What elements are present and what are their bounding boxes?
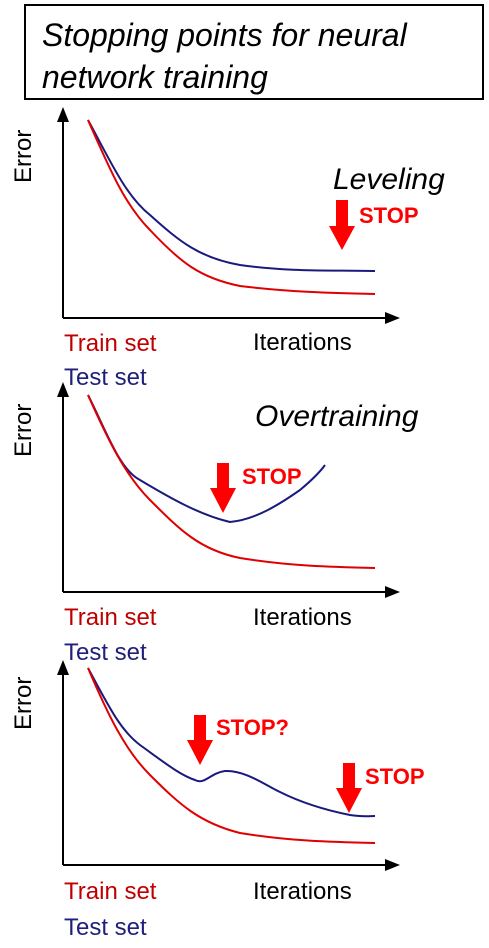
legend-test: Test set <box>64 364 147 391</box>
diagram-title: Stopping points for neural network train… <box>42 17 407 95</box>
stop-label: STOP <box>365 764 425 789</box>
y-axis-label: Error <box>10 129 37 183</box>
stop-arrow <box>210 463 236 513</box>
annotation-leveling: Leveling <box>333 163 445 196</box>
annotation-overtraining: Overtraining <box>255 400 419 433</box>
panel-noisy: Error Iterations Train set Test set STOP… <box>0 655 489 948</box>
y-axis-arrow <box>57 660 69 675</box>
x-axis-arrow <box>385 586 400 598</box>
stop-arrow <box>329 200 355 250</box>
y-axis-arrow <box>57 382 69 397</box>
panel-overtraining-plot <box>57 382 400 598</box>
legend-train: Train set <box>64 878 157 905</box>
test-curve <box>87 667 376 818</box>
x-axis-arrow <box>385 859 400 871</box>
x-axis-label: Iterations <box>253 329 352 356</box>
x-axis-arrow <box>385 312 400 324</box>
train-curve <box>87 394 376 569</box>
x-axis-label: Iterations <box>253 604 352 631</box>
x-axis-label: Iterations <box>253 878 352 905</box>
stop-label: STOP <box>359 203 419 228</box>
panel-leveling: Error Iterations Train set Test set Leve… <box>0 0 489 391</box>
train-curve <box>87 667 376 844</box>
legend-train: Train set <box>64 330 157 357</box>
y-axis-label: Error <box>10 403 37 457</box>
stop-question-label: STOP? <box>216 715 289 740</box>
panel-overtraining: Error Iterations Train set Test set Over… <box>0 380 489 670</box>
stop-label: STOP <box>242 464 302 489</box>
legend-test: Test set <box>64 639 147 666</box>
stop-arrow <box>336 763 362 813</box>
train-curve <box>87 119 376 295</box>
y-axis-label: Error <box>10 676 37 730</box>
y-axis-arrow <box>57 107 69 122</box>
panel-noisy-plot <box>57 660 400 871</box>
panel-leveling-plot <box>57 107 400 324</box>
legend-test: Test set <box>64 914 147 941</box>
test-curve <box>87 119 376 272</box>
title-box: Stopping points for neural network train… <box>24 4 484 100</box>
legend-train: Train set <box>64 604 157 631</box>
stop-question-arrow <box>187 715 213 765</box>
